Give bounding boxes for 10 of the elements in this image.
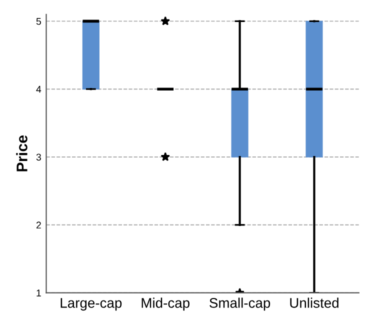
x-tick-label: Unlisted xyxy=(290,298,338,308)
y-tick-label: 4 xyxy=(36,86,42,93)
x-tick-label: Small-cap xyxy=(210,298,270,311)
x-tick-label: Mid-cap xyxy=(142,298,190,311)
y-tick-label: 3 xyxy=(36,154,41,161)
x-tick-label: Large-cap xyxy=(60,298,122,311)
y-axis-title: Price xyxy=(16,135,28,172)
y-tick-label: 2 xyxy=(36,222,41,228)
y-tick-label: 1 xyxy=(36,290,41,296)
y-tick-label: 5 xyxy=(36,18,41,25)
